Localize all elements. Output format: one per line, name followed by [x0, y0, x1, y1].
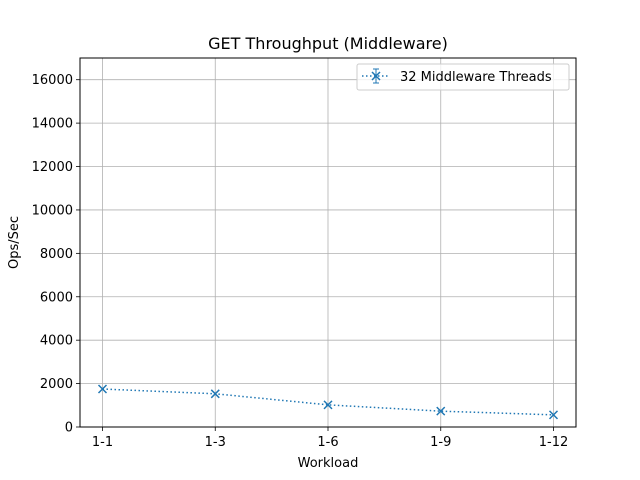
x-tick-label: 1-6	[317, 435, 338, 450]
y-tick-label: 10000	[32, 203, 73, 218]
x-tick-label: 1-9	[430, 435, 451, 450]
legend-box	[356, 63, 570, 91]
x-axis-label: Workload	[298, 456, 359, 471]
series-layer	[97, 384, 559, 420]
legend: 32 Middleware Threads	[356, 63, 570, 91]
y-tick-label: 12000	[32, 160, 73, 175]
data-point-marker	[97, 384, 108, 394]
y-tick-label: 2000	[40, 377, 73, 392]
x-tick-label: 1-12	[539, 435, 569, 450]
y-tick-label: 16000	[32, 73, 73, 88]
legend-marker-x	[371, 71, 381, 81]
data-point-marker	[210, 389, 220, 399]
y-axis-label: Ops/Sec	[7, 216, 22, 269]
x-tick-label: 1-3	[205, 435, 226, 450]
chart-title: GET Throughput (Middleware)	[208, 34, 448, 53]
y-tick-label: 8000	[40, 247, 73, 262]
y-tick-label: 4000	[40, 334, 73, 349]
y-tick-label: 14000	[32, 117, 73, 132]
y-tick-label: 6000	[40, 290, 73, 305]
legend-label: 32 Middleware Threads	[400, 70, 552, 85]
grid-lines	[80, 58, 576, 428]
data-point-marker	[323, 400, 333, 410]
data-point-marker	[548, 410, 559, 420]
axes: 1-1 1-3 1-6 1-9 1-12 0 2000 4000 6000 8000 10000 12…	[32, 73, 569, 450]
x-tick-label: 1-1	[92, 435, 113, 450]
y-tick-label: 0	[65, 421, 73, 436]
data-point-marker	[436, 406, 446, 416]
series-line	[102, 388, 554, 416]
